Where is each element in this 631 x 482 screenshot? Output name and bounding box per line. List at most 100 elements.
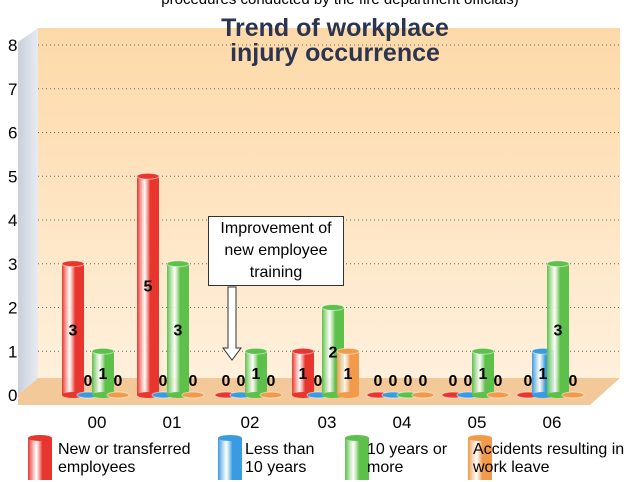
value-label: 0 (404, 373, 413, 390)
swatch-body (468, 438, 492, 480)
value-label: 0 (189, 373, 198, 390)
x-tick-label: 03 (318, 413, 337, 432)
x-tick-label: 00 (88, 413, 107, 432)
value-label: 0 (222, 373, 231, 390)
bar (411, 391, 435, 399)
bar-body (337, 351, 359, 395)
x-tick-label: 05 (468, 413, 487, 432)
bar-body (137, 176, 159, 395)
side-wall (18, 28, 38, 395)
value-label: 1 (479, 366, 488, 383)
y-tick-label: 3 (8, 255, 17, 274)
value-label: 1 (252, 366, 261, 383)
legend-swatch (218, 435, 242, 480)
swatch-top (28, 435, 52, 441)
y-tick-label: 4 (8, 211, 17, 230)
legend-label: 10 years or more (367, 441, 448, 476)
value-label: 3 (174, 322, 183, 339)
value-label: 0 (374, 373, 383, 390)
x-tick-label: 01 (163, 413, 182, 432)
value-label: 0 (159, 373, 168, 390)
swatch-body (345, 438, 369, 480)
bar-body (547, 263, 569, 395)
value-label: 0 (267, 373, 276, 390)
bar-top (546, 260, 570, 268)
cropped-note: procedures conducted by the fire departm… (60, 0, 620, 8)
value-label: 2 (329, 344, 338, 361)
bar-top (244, 347, 268, 355)
legend-swatch (28, 435, 52, 480)
swatch-top (218, 435, 242, 441)
legend-swatch (345, 435, 369, 480)
bar-top (61, 260, 85, 268)
legend-label: New or transferred employees (58, 441, 191, 476)
bar-top (166, 260, 190, 268)
bar (61, 260, 85, 398)
value-label: 0 (237, 373, 246, 390)
bar-top (411, 391, 435, 399)
value-label: 1 (539, 366, 548, 383)
legend-swatch (468, 435, 492, 480)
bar (336, 347, 360, 398)
y-tick-label: 0 (8, 386, 17, 405)
bar (181, 391, 205, 399)
y-tick-label: 8 (8, 36, 17, 55)
value-label: 0 (314, 373, 323, 390)
bar-top (106, 391, 130, 399)
bar (291, 347, 315, 398)
value-label: 1 (299, 366, 308, 383)
annotation-arrow (222, 286, 242, 361)
swatch-body (218, 438, 242, 480)
legend-label: Less than 10 years (245, 441, 315, 476)
value-label: 0 (464, 373, 473, 390)
x-tick-label: 02 (241, 413, 260, 432)
bar (561, 391, 585, 399)
swatch-top (345, 435, 369, 441)
value-label: 0 (494, 373, 503, 390)
bar-top (181, 391, 205, 399)
bar-body (245, 351, 267, 395)
x-tick-label: 06 (543, 413, 562, 432)
bar-body (92, 351, 114, 395)
bar-body (292, 351, 314, 395)
bar (106, 391, 130, 399)
bar-top (291, 347, 315, 355)
value-label: 0 (449, 373, 458, 390)
annotation: Improvement of new employee training (208, 216, 344, 286)
bar-top (471, 347, 495, 355)
value-label: 0 (84, 373, 93, 390)
bar-body (167, 263, 189, 395)
bar (136, 172, 160, 398)
y-tick-label: 5 (8, 167, 17, 186)
chart-title: Trend of workplace injury occurrence (221, 14, 449, 67)
y-tick-label: 7 (8, 80, 17, 99)
value-label: 5 (144, 279, 153, 296)
bar-top (321, 304, 345, 311)
bar-base (337, 392, 359, 398)
legend-label: Accidents resulting in work leave (473, 441, 625, 476)
value-label: 1 (99, 366, 108, 383)
bar-top (561, 391, 585, 399)
value-label: 3 (554, 322, 563, 339)
bar-top (486, 391, 510, 399)
value-label: 0 (114, 373, 123, 390)
bar-top (259, 391, 283, 399)
value-label: 3 (69, 322, 78, 339)
bar-top (336, 347, 360, 355)
y-tick-label: 6 (8, 124, 17, 143)
bar-top (136, 172, 160, 180)
value-label: 0 (389, 373, 398, 390)
value-label: 1 (344, 366, 353, 383)
x-tick-label: 04 (393, 413, 412, 432)
swatch-top (468, 435, 492, 441)
value-label: 0 (419, 373, 428, 390)
bar (259, 391, 283, 399)
y-tick-label: 2 (8, 299, 17, 318)
value-label: 0 (569, 373, 578, 390)
bar-top (91, 347, 115, 355)
swatch-body (28, 438, 52, 480)
bar-body (472, 351, 494, 395)
bar (486, 391, 510, 399)
